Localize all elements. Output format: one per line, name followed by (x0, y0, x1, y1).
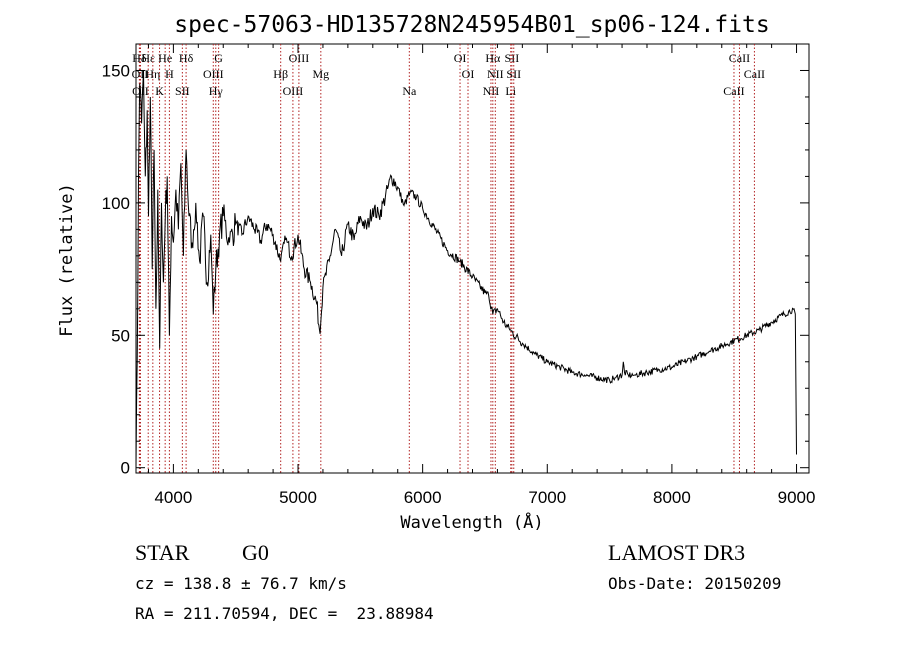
x-tick-label: 6000 (404, 488, 442, 507)
line-marker-label: H (165, 67, 174, 81)
y-tick-label: 150 (102, 61, 130, 80)
object-subclass: G0 (242, 540, 269, 565)
plot-frame (135, 43, 810, 474)
object-type: STAR (135, 540, 190, 565)
line-marker-label: Hα (485, 51, 501, 65)
y-tick-label: 100 (102, 194, 130, 213)
line-marker-label: Hη (145, 67, 160, 81)
line-marker-label: OI (462, 67, 475, 81)
line-marker-label: NII (487, 67, 504, 81)
survey-name: LAMOST DR3 (608, 540, 746, 565)
line-marker-label: He (158, 51, 172, 65)
x-tick-label: 9000 (778, 488, 816, 507)
line-marker-label: Hε (141, 51, 155, 65)
redshift-velocity: cz = 138.8 ± 76.7 km/s (135, 574, 347, 593)
line-marker-label: OIII (289, 51, 310, 65)
chart-title: spec-57063-HD135728N245954B01_sp06-124.f… (174, 12, 769, 38)
x-tick-label: 7000 (528, 488, 566, 507)
line-marker-label: CaII (723, 84, 744, 98)
y-tick-label: 50 (111, 326, 130, 345)
line-marker-label: OI (454, 51, 467, 65)
line-marker-label: Na (402, 84, 417, 98)
observation-date: Obs-Date: 20150209 (608, 574, 782, 593)
line-marker-label: K (155, 84, 164, 98)
y-axis-label: Flux (relative) (57, 183, 77, 337)
line-marker-label: Mg (312, 67, 329, 81)
y-tick-label: 0 (121, 459, 130, 478)
line-marker-label: OIII (203, 67, 224, 81)
line-marker-label: Li (505, 84, 516, 98)
line-marker-label: SII (506, 67, 521, 81)
line-marker-label: SII (175, 84, 190, 98)
line-marker-label: Hγ (209, 84, 224, 98)
line-marker-label: OIII (283, 84, 304, 98)
line-marker-label: Hδ (179, 51, 194, 65)
line-marker-label: CaII (729, 51, 750, 65)
line-marker-label: NII (483, 84, 500, 98)
line-marker-label: CaII (744, 67, 765, 81)
x-tick-label: 4000 (154, 488, 192, 507)
line-marker-label: SII (505, 51, 520, 65)
line-marker-label: G (214, 51, 223, 65)
spectrum-series (135, 70, 797, 468)
x-axis-label: Wavelength (Å) (400, 511, 543, 533)
line-marker-label: Hβ (273, 67, 288, 81)
x-tick-label: 8000 (653, 488, 691, 507)
coordinates: RA = 211.70594, DEC = 23.88984 (135, 604, 434, 623)
x-tick-label: 5000 (279, 488, 317, 507)
